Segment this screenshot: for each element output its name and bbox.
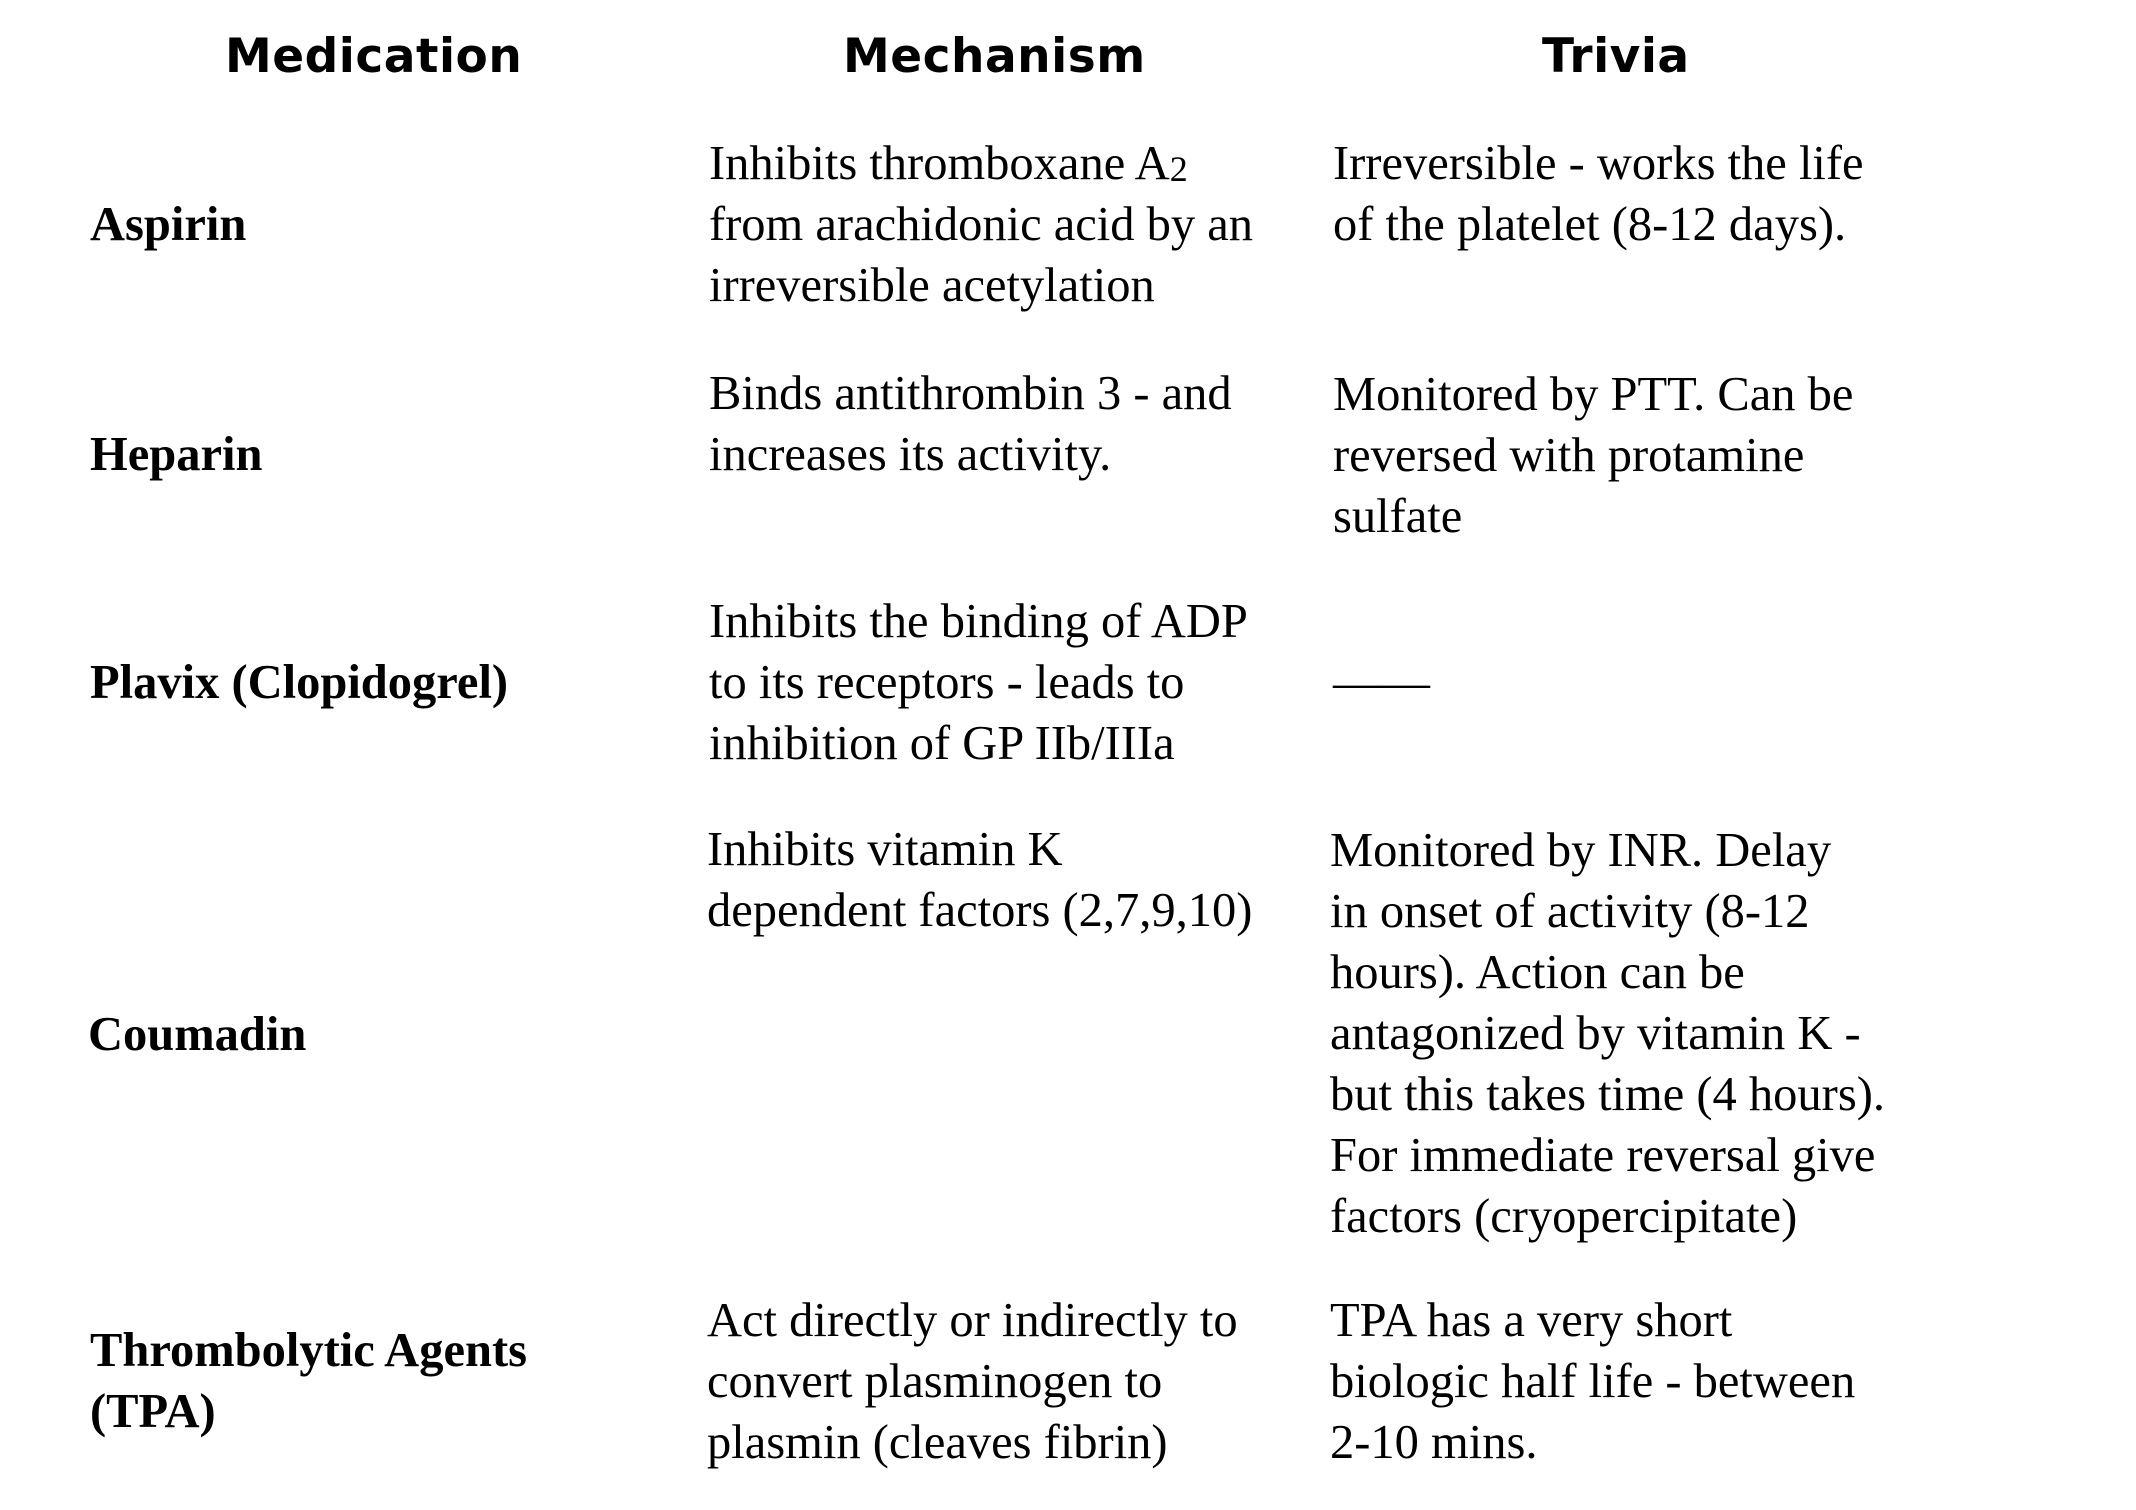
text-line: Irreversible - works the life [1333,137,1864,190]
text-line: to its receptors - leads to [709,656,1185,709]
text-line: (TPA) [90,1385,216,1438]
text-line: antagonized by vitamin K - [1330,1007,1861,1060]
text-line: TPA has a very short [1330,1294,1733,1347]
text-line: Aspirin [90,198,247,251]
text-line: Heparin [90,428,263,481]
row-plavix-medication: Plavix (Clopidogrel) [90,652,508,713]
row-thrombolytic-trivia: TPA has a very short biologic half life … [1330,1290,1855,1473]
text-line: plasmin (cleaves fibrin) [707,1416,1168,1469]
row-heparin-mechanism: Binds antithrombin 3 - and increases its… [709,363,1232,485]
text-line: hours). Action can be [1330,946,1745,999]
text-line: biologic half life - between [1330,1355,1856,1408]
row-thrombolytic-mechanism: Act directly or indirectly to convert pl… [707,1290,1238,1473]
text-line-main: Inhibits thromboxane A [709,137,1170,190]
text-line: convert plasminogen to [707,1355,1163,1408]
row-plavix-mechanism: Inhibits the binding of ADP to its recep… [709,591,1248,774]
row-plavix-trivia: —— [1333,652,1430,713]
text-line: Inhibits thromboxane A2 [709,133,1253,194]
row-aspirin-medication: Aspirin [90,194,246,255]
text-line: of the platelet (8-12 days). [1333,198,1847,251]
text-line: in onset of activity (8-12 [1330,885,1810,938]
text-line: Act directly or indirectly to [707,1294,1238,1347]
row-thrombolytic-medication: Thrombolytic Agents (TPA) [90,1320,527,1442]
text-line: Coumadin [88,1008,307,1061]
row-aspirin-trivia: Irreversible - works the life of the pla… [1333,133,1864,255]
text-line: Monitored by PTT. Can be [1333,368,1854,421]
text-line: Thrombolytic Agents [90,1324,527,1377]
text-line: inhibition of GP IIb/IIIa [709,717,1175,770]
row-heparin-medication: Heparin [90,424,262,485]
text-line: sulfate [1333,490,1463,543]
text-line: from arachidonic acid by an [709,198,1254,251]
header-mechanism: Mechanism [843,29,1146,84]
row-coumadin-medication: Coumadin [88,1004,306,1065]
row-coumadin-trivia: Monitored by INR. Delay in onset of acti… [1330,820,1885,1247]
text-line: reversed with protamine [1333,429,1805,482]
row-aspirin-mechanism: Inhibits thromboxane A2 from arachidonic… [709,133,1253,316]
text-line: dependent factors (2,7,9,10) [707,884,1253,937]
text-line: Plavix (Clopidogrel) [90,656,509,709]
text-line: Binds antithrombin 3 - and [709,367,1232,420]
subscript: 2 [1169,149,1188,189]
text-line: Inhibits the binding of ADP [709,595,1248,648]
row-heparin-trivia: Monitored by PTT. Can be reversed with p… [1333,364,1853,547]
text-line: factors (cryopercipitate) [1330,1190,1798,1243]
text-line: 2-10 mins. [1330,1416,1538,1469]
header-trivia: Trivia [1542,29,1690,84]
text-line: but this takes time (4 hours). [1330,1068,1885,1121]
row-coumadin-mechanism: Inhibits vitamin K dependent factors (2,… [707,819,1252,941]
text-line: Monitored by INR. Delay [1330,824,1832,877]
text-line: increases its activity. [709,428,1112,481]
header-medication: Medication [225,29,523,84]
text-line: —— [1333,656,1430,709]
text-line: irreversible acetylation [709,259,1155,312]
text-line: For immediate reversal give [1330,1129,1876,1182]
text-line: Inhibits vitamin K [707,823,1063,876]
